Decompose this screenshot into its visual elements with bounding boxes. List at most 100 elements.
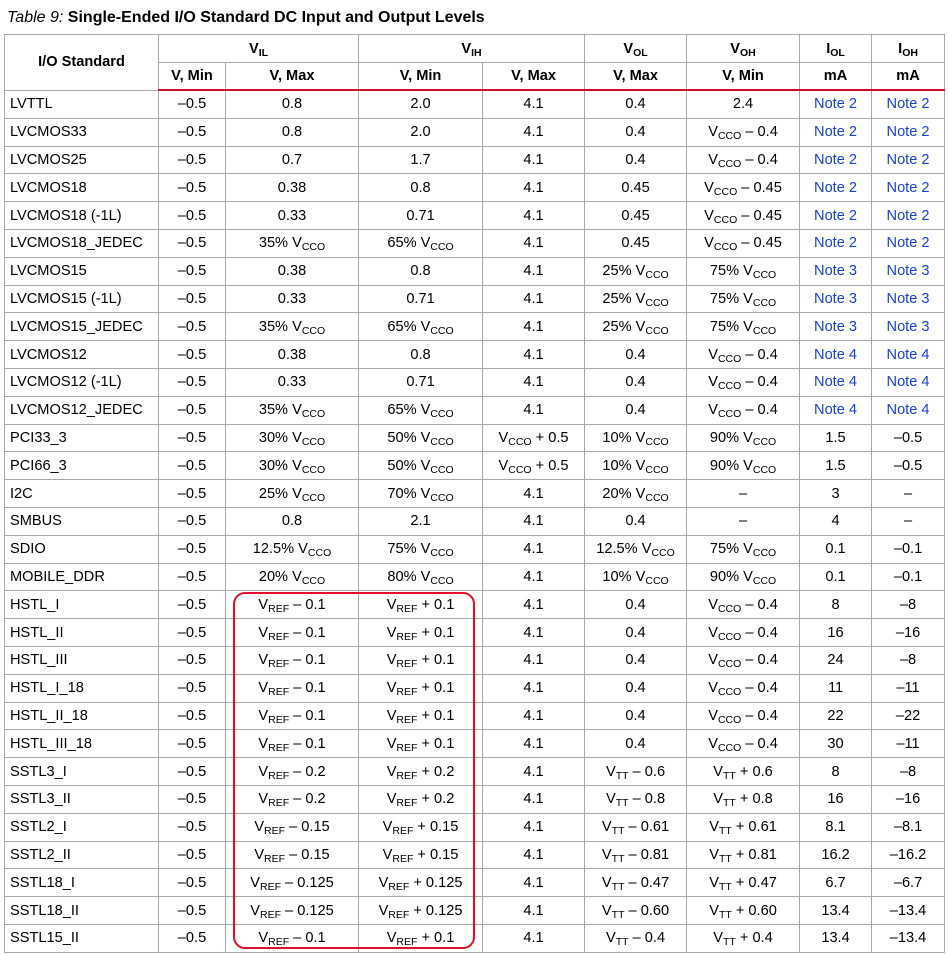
- cell-vil-max: VREF – 0.1: [224, 701, 360, 731]
- cell-vih-min: 0.8: [358, 173, 484, 203]
- cell-io-standard: SSTL18_I: [4, 868, 159, 898]
- cell-vol-max: 0.4: [584, 506, 688, 536]
- cell-ioh: Note 2: [871, 145, 946, 175]
- cell-vil-max: 0.8: [224, 89, 360, 119]
- cell-vih-max: 4.1: [482, 506, 586, 536]
- cell-io-standard: HSTL_II: [4, 618, 159, 647]
- cell-vol-max: 0.4: [584, 729, 688, 759]
- table-caption: Table 9: Single-Ended I/O Standard DC In…: [7, 8, 485, 28]
- table-row: SSTL3_II –0.5 VREF – 0.2 VREF + 0.2 4.1 VTT –…: [4, 784, 946, 814]
- cell-vih-min: 0.71: [358, 284, 484, 314]
- cell-iol: Note 3: [799, 284, 873, 314]
- cell-vil-max: VREF – 0.2: [224, 757, 360, 786]
- cell-vih-max: 4.1: [482, 840, 586, 870]
- cell-vih-min: 50% VCCO: [358, 451, 484, 481]
- cell-vih-max: 4.1: [482, 479, 586, 508]
- cell-vol-max: 10% VCCO: [584, 423, 688, 453]
- cell-io-standard: MOBILE_DDR: [4, 562, 159, 592]
- cell-vih-max: 4.1: [482, 173, 586, 203]
- cell-voh-min: VTT + 0.8: [686, 784, 801, 814]
- cell-io-standard: PCI66_3: [4, 451, 159, 481]
- table-row: LVCMOS12 –0.5 0.38 0.8 4.1 0.4 VCCO – 0.4 Note …: [4, 340, 946, 369]
- cell-iol: Note 4: [799, 395, 873, 425]
- cell-iol: 1.5: [799, 423, 873, 453]
- table-label: Table 9:: [7, 9, 64, 26]
- cell-vih-max: 4.1: [482, 534, 586, 564]
- cell-iol: Note 2: [799, 173, 873, 203]
- cell-iol: Note 2: [799, 201, 873, 230]
- cell-vil-max: VREF – 0.2: [224, 784, 360, 814]
- cell-ioh: –13.4: [871, 896, 946, 925]
- cell-vil-max: VREF – 0.1: [224, 645, 360, 675]
- cell-vih-min: 80% VCCO: [358, 562, 484, 592]
- cell-iol: 1.5: [799, 451, 873, 481]
- cell-io-standard: LVCMOS33: [4, 117, 159, 147]
- io-standard-table: I/O Standard VIL VIH VOL VOH IOL IOH V, …: [4, 34, 946, 953]
- cell-vih-min: VREF + 0.15: [358, 812, 484, 842]
- header-vol: VOL: [584, 34, 688, 63]
- table-row: HSTL_III –0.5 VREF – 0.1 VREF + 0.1 4.1 0.4 VC…: [4, 645, 946, 675]
- cell-iol: 22: [799, 701, 873, 731]
- cell-io-standard: SSTL3_II: [4, 784, 159, 814]
- cell-iol: 0.1: [799, 562, 873, 592]
- header-io-standard: I/O Standard: [4, 34, 159, 91]
- header-ioh: IOH: [871, 34, 946, 63]
- cell-io-standard: LVCMOS12_JEDEC: [4, 395, 159, 425]
- cell-vih-min: 70% VCCO: [358, 479, 484, 508]
- subheader-vol-max: V, Max: [584, 62, 688, 91]
- cell-io-standard: PCI33_3: [4, 423, 159, 453]
- cell-iol: 0.1: [799, 534, 873, 564]
- cell-vol-max: VTT – 0.6: [584, 757, 688, 786]
- cell-io-standard: SDIO: [4, 534, 159, 564]
- cell-iol: 11: [799, 673, 873, 703]
- cell-iol: 16: [799, 618, 873, 647]
- table-row: LVCMOS12_JEDEC –0.5 35% VCCO 65% VCCO 4.1 0.4…: [4, 395, 946, 425]
- cell-ioh: –16.2: [871, 840, 946, 870]
- cell-vih-max: 4.1: [482, 673, 586, 703]
- table-row: HSTL_II_18 –0.5 VREF – 0.1 VREF + 0.1 4.1 0.4…: [4, 701, 946, 731]
- cell-vih-min: VREF + 0.125: [358, 896, 484, 925]
- cell-vil-min: –0.5: [158, 201, 226, 230]
- cell-iol: Note 2: [799, 145, 873, 175]
- cell-iol: Note 2: [799, 89, 873, 119]
- cell-vih-max: 4.1: [482, 896, 586, 925]
- cell-vil-max: 0.33: [224, 201, 360, 230]
- cell-vol-max: 0.4: [584, 367, 688, 397]
- cell-vil-min: –0.5: [158, 340, 226, 369]
- cell-io-standard: HSTL_II_18: [4, 701, 159, 731]
- cell-voh-min: 90% VCCO: [686, 562, 801, 592]
- table-row: HSTL_I –0.5 VREF – 0.1 VREF + 0.1 4.1 0.4 VCCO…: [4, 590, 946, 620]
- cell-ioh: Note 2: [871, 173, 946, 203]
- cell-io-standard: LVCMOS15_JEDEC: [4, 312, 159, 342]
- cell-io-standard: LVCMOS15: [4, 256, 159, 286]
- cell-vil-max: VREF – 0.15: [224, 812, 360, 842]
- cell-io-standard: LVCMOS18 (-1L): [4, 201, 159, 230]
- subheader-iol-ma: mA: [799, 62, 873, 91]
- cell-voh-min: 2.4: [686, 89, 801, 119]
- table-row: SSTL18_II –0.5 VREF – 0.125 VREF + 0.125 4.1…: [4, 896, 946, 925]
- cell-ioh: Note 2: [871, 201, 946, 230]
- cell-vil-max: 0.38: [224, 256, 360, 286]
- cell-vih-max: 4.1: [482, 117, 586, 147]
- table-row: SSTL3_I –0.5 VREF – 0.2 VREF + 0.2 4.1 VTT – …: [4, 757, 946, 786]
- cell-voh-min: VCCO – 0.4: [686, 340, 801, 369]
- cell-vil-min: –0.5: [158, 923, 226, 953]
- cell-ioh: Note 4: [871, 340, 946, 369]
- cell-ioh: –16: [871, 784, 946, 814]
- cell-vih-max: 4.1: [482, 590, 586, 620]
- cell-vil-min: –0.5: [158, 395, 226, 425]
- cell-vil-min: –0.5: [158, 173, 226, 203]
- cell-vil-max: 0.7: [224, 145, 360, 175]
- cell-ioh: –11: [871, 673, 946, 703]
- table-body: LVTTL –0.5 0.8 2.0 4.1 0.4 2.4 Note 2 Note 2 LVCM…: [4, 89, 946, 953]
- cell-voh-min: 75% VCCO: [686, 256, 801, 286]
- cell-io-standard: SSTL2_I: [4, 812, 159, 842]
- cell-voh-min: VCCO – 0.4: [686, 618, 801, 647]
- cell-iol: 4: [799, 506, 873, 536]
- cell-vih-max: VCCO + 0.5: [482, 423, 586, 453]
- cell-vih-min: 2.1: [358, 506, 484, 536]
- cell-vol-max: VTT – 0.4: [584, 923, 688, 953]
- cell-iol: Note 3: [799, 312, 873, 342]
- cell-vil-max: 0.8: [224, 117, 360, 147]
- cell-vil-min: –0.5: [158, 840, 226, 870]
